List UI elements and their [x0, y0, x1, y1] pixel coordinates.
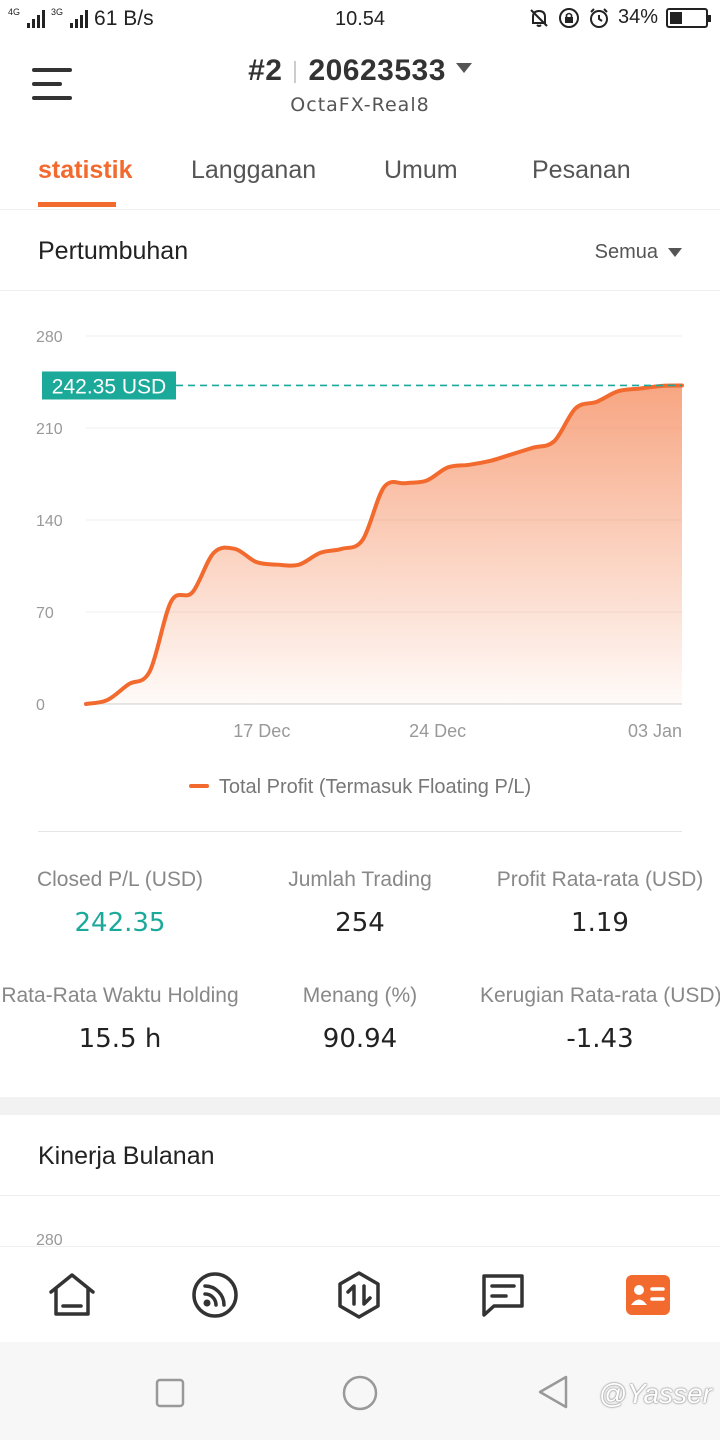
chevron-down-icon	[455, 63, 472, 74]
x-tick-label: 24 Dec	[409, 721, 466, 741]
stat-value-menang: 90.94	[322, 1024, 398, 1054]
chevron-down-icon	[668, 248, 682, 257]
current-value-label: 242.35 USD	[52, 375, 166, 398]
tab-langganan[interactable]: Langganan	[191, 156, 317, 184]
bottom-nav	[0, 1246, 720, 1342]
status-right: 34%	[528, 6, 711, 29]
stat-label-closed-pl: Closed P/L (USD)	[36, 868, 204, 891]
clock: 10.54	[334, 8, 386, 30]
account-index: #2	[248, 54, 283, 87]
stat-label-kerugian-rata-rata: Kerugian Rata-rata (USD)	[480, 984, 720, 1007]
legend-swatch	[188, 783, 209, 788]
home-system-icon[interactable]	[341, 1374, 379, 1417]
y-tick-label: 70	[36, 605, 54, 622]
monthly-title: Kinerja Bulanan	[38, 1142, 215, 1170]
status-bar: 4G 3G 61 B/s 10.54 34%	[0, 0, 720, 38]
stat-label-profit-rata-rata: Profit Rata-rata (USD)	[496, 868, 704, 891]
tab-umum[interactable]: Umum	[384, 156, 458, 184]
signal-strength-icon-2	[70, 10, 89, 28]
legend-label: Total Profit (Termasuk Floating P/L)	[218, 776, 532, 798]
growth-chart: 280 210 140 70 0 17 Dec 24 Dec 03 Jan 242.35 USD…	[0, 292, 720, 822]
account-selector[interactable]: #2 20623533	[0, 54, 720, 88]
series-area	[86, 385, 682, 704]
watermark: @Yasser	[598, 1378, 713, 1409]
divider	[38, 831, 682, 832]
alarm-icon	[588, 7, 610, 29]
battery-fill	[670, 11, 682, 24]
mute-icon	[528, 7, 550, 29]
status-left: 4G 3G 61 B/s	[8, 7, 154, 31]
tab-pesanan[interactable]: Pesanan	[532, 156, 631, 184]
nav-home-icon[interactable]	[46, 1269, 98, 1321]
nav-chat-icon[interactable]	[477, 1269, 529, 1321]
monthly-chart-tick: 280	[36, 1232, 63, 1249]
signal-strength-icon	[27, 10, 46, 28]
y-tick-label: 280	[36, 329, 63, 346]
back-icon[interactable]	[536, 1374, 570, 1415]
server-name: OctaFX-Real8	[290, 94, 430, 116]
rotation-lock-icon	[558, 7, 580, 29]
period-filter-label: Semua	[594, 241, 658, 263]
nav-trade-icon[interactable]	[333, 1269, 385, 1321]
x-tick-label: 03 Jan	[628, 721, 682, 741]
stat-value-kerugian-rata-rata: -1.43	[566, 1024, 634, 1054]
hamburger-menu-icon[interactable]	[32, 66, 74, 104]
series-line	[84, 383, 684, 706]
network-type-4g: 4G	[8, 7, 21, 17]
stat-label-waktu-holding: Rata-Rata Waktu Holding	[1, 984, 239, 1007]
x-tick-label: 17 Dec	[233, 721, 290, 741]
network-type-3g: 3G	[51, 7, 64, 17]
nav-profile-card-icon[interactable]	[622, 1269, 674, 1321]
battery-icon	[666, 7, 711, 28]
system-nav-bar	[0, 1342, 720, 1440]
monthly-section-header: Kinerja Bulanan	[0, 1116, 720, 1196]
current-value-badge	[42, 371, 176, 400]
y-tick-label: 210	[36, 421, 63, 438]
stat-value-profit-rata-rata: 1.19	[571, 908, 629, 938]
growth-section-header: Pertumbuhan Semua	[0, 211, 720, 291]
stat-label-jumlah-trading: Jumlah Trading	[288, 868, 432, 891]
growth-chart-svg: 280 210 140 70 0 17 Dec 24 Dec 03 Jan 242.35 USD	[36, 329, 684, 741]
app-header: #2 20623533 OctaFX-Real8	[0, 38, 720, 130]
stat-value-waktu-holding: 15.5 h	[78, 1024, 162, 1054]
tab-statistik[interactable]: statistik	[38, 156, 133, 184]
battery-percent: 34%	[617, 6, 658, 28]
stat-value-closed-pl: 242.35	[74, 908, 166, 938]
nav-feed-icon[interactable]	[189, 1269, 241, 1321]
account-number: 20623533	[308, 54, 446, 87]
title-separator	[294, 61, 297, 84]
section-gap	[0, 1097, 720, 1115]
y-tick-label: 0	[36, 697, 45, 714]
network-speed: 61 B/s	[94, 7, 154, 30]
stat-value-jumlah-trading: 254	[335, 908, 385, 938]
y-tick-label: 140	[36, 513, 63, 530]
chart-legend: Total Profit (Termasuk Floating P/L)	[0, 776, 720, 799]
period-filter-dropdown[interactable]: Semua	[595, 241, 682, 264]
recent-apps-icon[interactable]	[155, 1378, 185, 1413]
growth-title: Pertumbuhan	[38, 237, 189, 265]
tab-bar: statistik Langganan Umum Pesanan	[0, 148, 720, 210]
stat-label-menang: Menang (%)	[302, 984, 418, 1007]
active-tab-indicator	[38, 202, 116, 207]
